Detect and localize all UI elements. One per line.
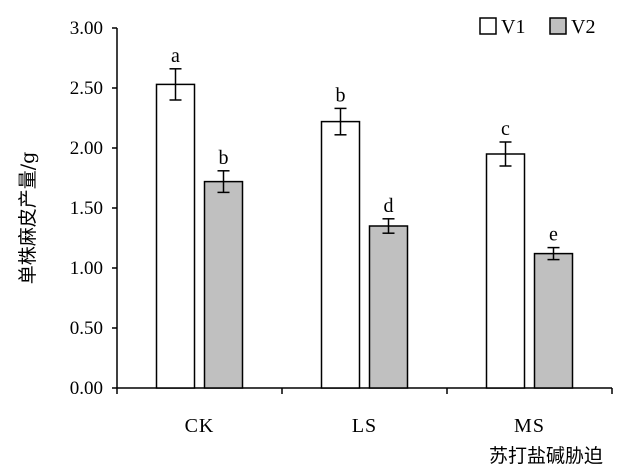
significance-label: c: [501, 118, 510, 140]
bar-V2-MS: [533, 252, 574, 389]
legend-label-V1: V1: [501, 16, 525, 38]
legend-swatch-V2: [549, 17, 567, 35]
x-tick-label: CK: [185, 415, 215, 437]
y-tick-label: 2.00: [70, 138, 103, 159]
axes: 0.00 0.50 1.00 1.50 2.00 2.50 3.00 CK LS MS: [70, 18, 613, 437]
legend-swatch-V1: [479, 17, 497, 35]
y-tick-label: 0.00: [70, 378, 103, 399]
x-tick-label: LS: [352, 415, 377, 437]
y-tick-label: 3.00: [70, 18, 103, 39]
x-tick-label: MS: [514, 415, 545, 437]
y-tick-label: 2.50: [70, 78, 103, 99]
y-tick-label: 0.50: [70, 318, 103, 339]
significance-label: e: [549, 224, 558, 246]
bar-V1-CK: [155, 83, 196, 389]
bars: a b c b d e: [155, 45, 574, 389]
significance-label: d: [384, 195, 394, 217]
bar-V1-LS: [320, 120, 361, 389]
y-axis-title-group: 单株麻皮产量/g: [17, 152, 39, 285]
legend: V1 V2: [479, 16, 595, 38]
y-axis-title: 单株麻皮产量/g: [17, 152, 39, 285]
legend-label-V2: V2: [571, 16, 595, 38]
significance-label: b: [336, 84, 346, 106]
y-tick-label: 1.50: [70, 198, 103, 219]
significance-label: a: [171, 45, 180, 67]
x-axis-title: 苏打盐碱胁迫: [489, 445, 603, 467]
significance-label: b: [219, 147, 229, 169]
bar-V1-MS: [485, 153, 526, 389]
y-tick-label: 1.00: [70, 258, 103, 279]
bar-V2-CK: [203, 180, 244, 389]
bar-V2-LS: [368, 225, 409, 389]
